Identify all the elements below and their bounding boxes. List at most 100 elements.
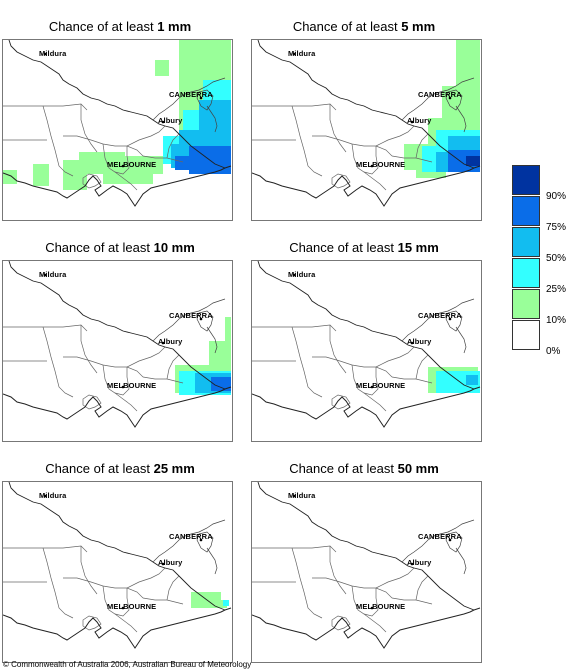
district-boundary xyxy=(114,613,138,633)
district-boundary xyxy=(351,143,379,175)
city-marker xyxy=(161,341,165,345)
district-boundary xyxy=(102,364,130,396)
district-boundary xyxy=(291,105,323,177)
district-boundary xyxy=(329,325,347,374)
rain-cell xyxy=(123,156,163,174)
district-boundary xyxy=(375,346,415,368)
district-boundary xyxy=(3,324,88,332)
city-marker xyxy=(121,606,125,610)
city-marker xyxy=(121,385,125,389)
map-svg xyxy=(3,261,232,428)
rain-cell xyxy=(175,156,205,170)
panel-title-10mm: Chance of at least 10 mm xyxy=(45,240,195,255)
legend-swatch-50 xyxy=(512,227,540,257)
district-boundary xyxy=(351,585,379,617)
legend-swatch-75 xyxy=(512,196,540,226)
map-svg xyxy=(252,261,481,428)
coastline xyxy=(252,607,481,649)
label-mildura: Mildura xyxy=(288,270,316,279)
district-boundary xyxy=(80,325,98,374)
label-canberra: CANBERRA xyxy=(418,90,462,99)
legend-swatch-25 xyxy=(512,258,540,288)
district-boundary xyxy=(42,326,74,398)
label-melbourne: MELBOURNE xyxy=(356,602,406,611)
district-boundary xyxy=(252,324,337,332)
legend-swatch-10 xyxy=(512,289,540,319)
coastal-boundary xyxy=(206,105,218,133)
district-boundary xyxy=(252,103,337,111)
district-boundary xyxy=(80,104,98,153)
district-boundary xyxy=(102,143,130,175)
port-phillip-bay xyxy=(82,615,102,631)
city-marker xyxy=(410,120,414,124)
label-melbourne: MELBOURNE xyxy=(107,381,157,390)
legend-label-25: 25% xyxy=(546,284,567,295)
map-25mm: Mildura CANBERRA Albury MELBOURNE xyxy=(2,481,233,663)
port-phillip-bay xyxy=(82,173,102,189)
rain-cell xyxy=(103,170,153,184)
district-boundary xyxy=(312,356,393,378)
district-boundary xyxy=(312,135,393,157)
city-marker xyxy=(370,164,374,168)
district-boundary xyxy=(329,546,347,595)
coastal-boundary xyxy=(455,547,467,575)
label-canberra: CANBERRA xyxy=(418,532,462,541)
coastal-boundary xyxy=(206,326,218,354)
map-svg xyxy=(252,40,481,207)
coastline xyxy=(252,165,481,207)
label-canberra: CANBERRA xyxy=(169,532,213,541)
rain-cell xyxy=(466,375,478,385)
map-15mm: Mildura CANBERRA Albury MELBOURNE xyxy=(251,260,482,442)
legend-label-10: 10% xyxy=(546,315,567,326)
port-phillip-bay xyxy=(331,615,351,631)
district-boundary xyxy=(312,577,393,599)
state-border xyxy=(8,482,226,611)
legend-swatch-90 xyxy=(512,165,540,195)
port-phillip-bay xyxy=(331,394,351,410)
act-boundary xyxy=(196,89,214,111)
map-svg xyxy=(3,40,232,207)
district-boundary xyxy=(415,133,429,159)
act-boundary xyxy=(196,310,214,332)
label-melbourne: MELBOURNE xyxy=(356,381,406,390)
rain-cell xyxy=(223,600,229,606)
city-marker xyxy=(292,494,296,498)
city-marker xyxy=(199,96,203,100)
label-albury: Albury xyxy=(407,558,432,567)
label-albury: Albury xyxy=(158,558,183,567)
rain-cell xyxy=(211,377,231,391)
city-marker xyxy=(161,120,165,124)
rain-cell xyxy=(448,150,480,172)
district-boundary xyxy=(375,567,415,589)
district-boundary xyxy=(375,125,415,147)
rain-cell xyxy=(63,160,87,190)
label-mildura: Mildura xyxy=(39,491,67,500)
district-boundary xyxy=(3,103,88,111)
city-marker xyxy=(121,164,125,168)
city-marker xyxy=(370,385,374,389)
city-marker xyxy=(448,96,452,100)
label-albury: Albury xyxy=(407,116,432,125)
city-marker xyxy=(43,494,47,498)
rain-cell xyxy=(155,60,169,76)
legend-label-75: 75% xyxy=(546,222,567,233)
label-melbourne: MELBOURNE xyxy=(356,160,406,169)
rain-cell xyxy=(209,341,231,371)
nsw-boundary xyxy=(401,298,475,342)
label-melbourne: MELBOURNE xyxy=(107,602,157,611)
city-marker xyxy=(199,317,203,321)
district-boundary xyxy=(363,392,387,412)
district-boundary xyxy=(42,105,74,177)
legend-label-90: 90% xyxy=(546,191,567,202)
rain-cell xyxy=(466,156,480,166)
rain-cell xyxy=(199,100,231,130)
map-5mm: Mildura CANBERRA Albury MELBOURNE xyxy=(251,39,482,221)
act-boundary xyxy=(196,531,214,553)
district-boundary xyxy=(3,545,88,553)
map-svg xyxy=(252,482,481,649)
label-albury: Albury xyxy=(158,337,183,346)
district-boundary xyxy=(114,392,138,412)
city-marker xyxy=(161,562,165,566)
coastal-boundary xyxy=(455,105,467,133)
coastline xyxy=(3,165,232,207)
